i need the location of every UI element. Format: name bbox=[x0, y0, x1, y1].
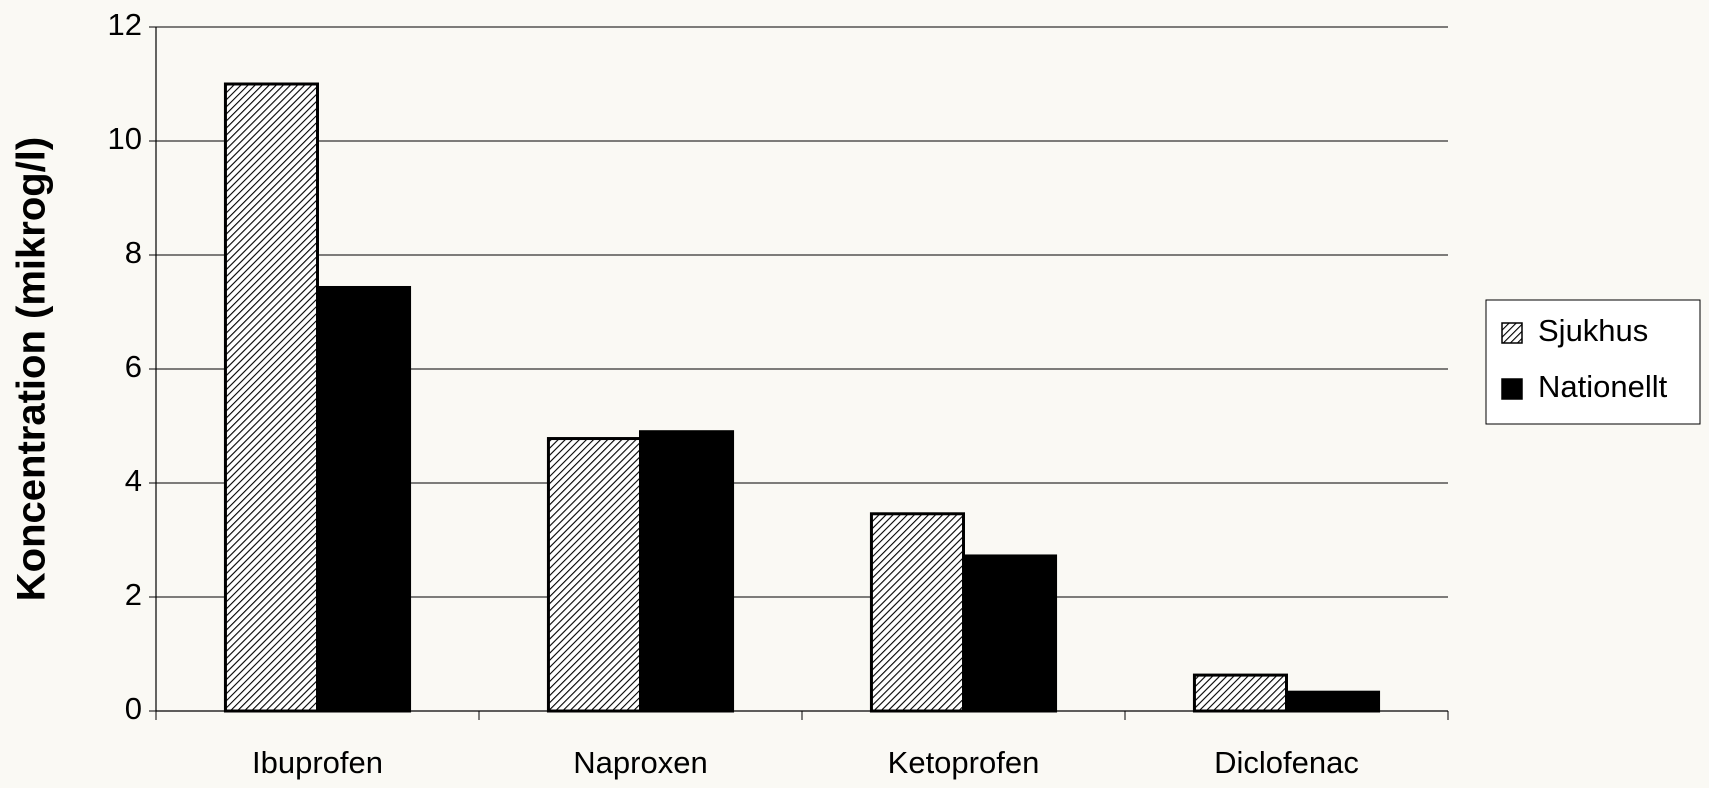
legend-label: Sjukhus bbox=[1538, 313, 1648, 348]
bar bbox=[962, 554, 1058, 713]
bar bbox=[223, 82, 320, 713]
bar bbox=[546, 437, 643, 713]
x-tick-label: Ibuprofen bbox=[252, 745, 383, 780]
y-tick-label: 6 bbox=[125, 349, 142, 384]
legend-label: Nationellt bbox=[1538, 369, 1668, 404]
bar bbox=[1285, 690, 1381, 713]
legend-swatch bbox=[1501, 378, 1523, 400]
legend-swatch bbox=[1501, 322, 1523, 344]
y-tick-label: 10 bbox=[108, 121, 142, 156]
y-axis-title: Koncentration (mikrog/l) bbox=[10, 137, 54, 601]
legend-box bbox=[1485, 299, 1701, 425]
y-tick-label: 0 bbox=[125, 691, 142, 726]
bar bbox=[316, 285, 412, 713]
x-tick-label: Diclofenac bbox=[1214, 745, 1359, 780]
y-tick-label: 12 bbox=[108, 7, 142, 42]
bar bbox=[1192, 673, 1288, 713]
y-tick-label: 4 bbox=[125, 463, 142, 498]
y-tick-label: 8 bbox=[125, 235, 142, 270]
y-tick-label: 2 bbox=[125, 577, 142, 612]
x-tick-label: Naproxen bbox=[573, 745, 707, 780]
x-tick-label: Ketoprofen bbox=[888, 745, 1040, 780]
bar bbox=[639, 430, 735, 713]
bar bbox=[869, 512, 966, 713]
